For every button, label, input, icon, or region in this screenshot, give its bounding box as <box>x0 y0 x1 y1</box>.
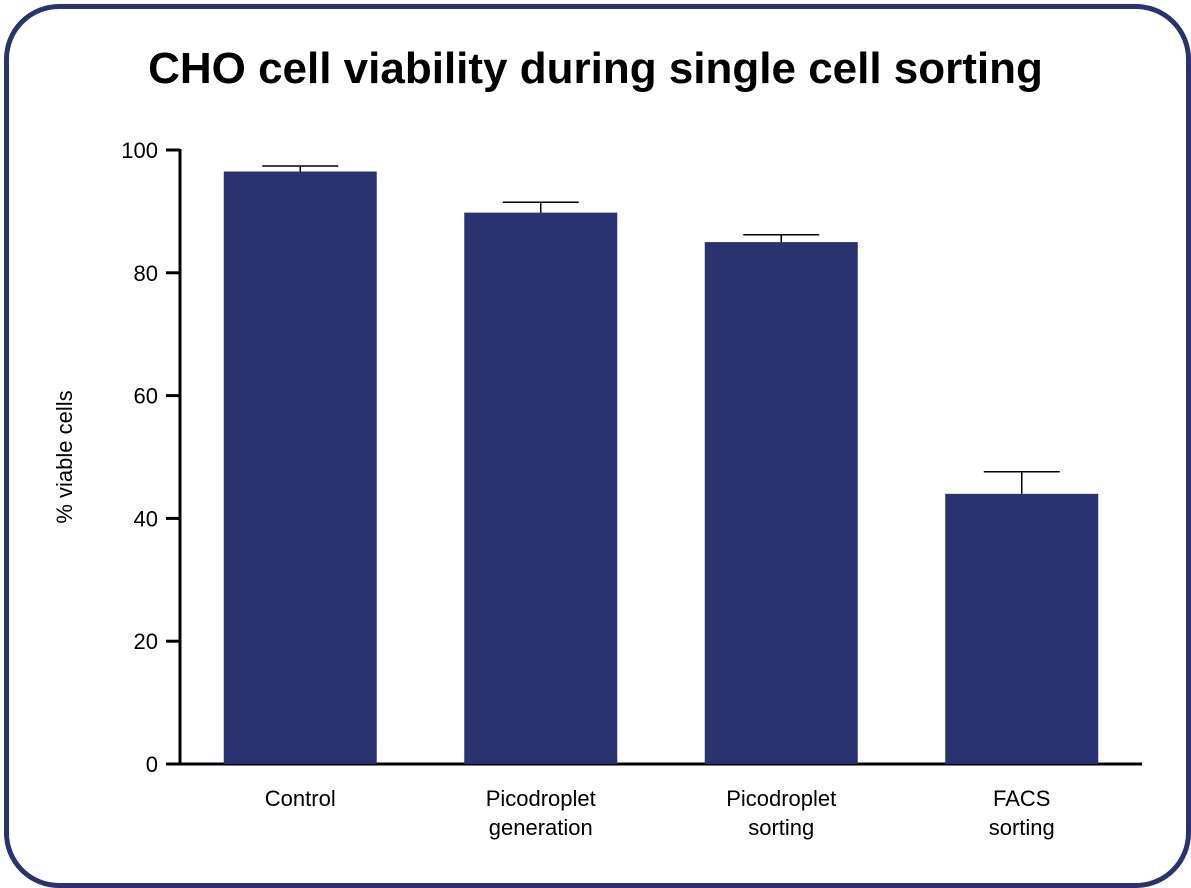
bar <box>704 242 858 765</box>
x-tick-label: Picodroplet <box>486 786 596 811</box>
bar <box>464 212 618 765</box>
x-tick-label: Control <box>265 786 336 811</box>
y-tick-label: 0 <box>146 752 158 777</box>
y-tick-label: 20 <box>134 629 158 654</box>
chart-title: CHO cell viability during single cell so… <box>148 44 1043 93</box>
y-tick-label: 100 <box>121 138 158 163</box>
x-tick-label: generation <box>489 815 593 840</box>
y-tick-label: 80 <box>134 261 158 286</box>
y-tick-label: 40 <box>134 506 158 531</box>
bar <box>223 171 377 765</box>
y-tick-label: 60 <box>134 384 158 409</box>
bar <box>945 493 1099 764</box>
x-tick-label: Picodroplet <box>726 786 836 811</box>
x-tick-label: sorting <box>989 815 1055 840</box>
x-tick-label: FACS <box>993 786 1050 811</box>
x-tick-label: sorting <box>748 815 814 840</box>
y-axis-label: % viable cells <box>52 390 77 523</box>
